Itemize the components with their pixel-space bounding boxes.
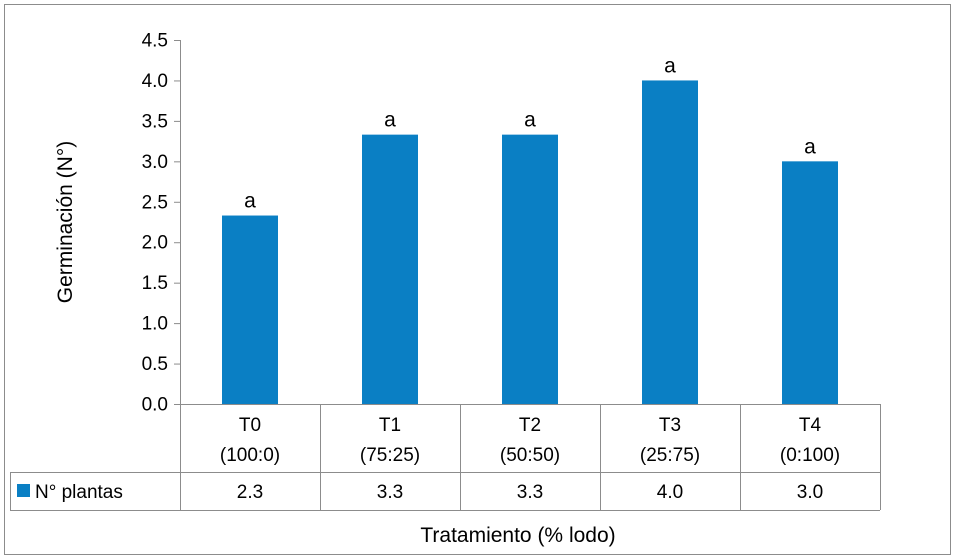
- table-value-cell: 3.3: [517, 482, 543, 503]
- legend-series-name: N° plantas: [35, 482, 123, 503]
- category-label-code: T3: [659, 415, 681, 436]
- table-value-cell: 2.3: [237, 482, 263, 503]
- y-tick-label: 3.0: [142, 152, 168, 173]
- significance-letter: a: [804, 135, 816, 158]
- significance-letter: a: [524, 109, 536, 132]
- category-label-code: T0: [239, 415, 261, 436]
- significance-letters: a a a a a: [244, 54, 816, 212]
- table-value-cell: 4.0: [657, 482, 683, 503]
- y-tick-label: 2.5: [142, 192, 168, 213]
- table-value-cell: 3.0: [797, 482, 823, 503]
- bars: [222, 80, 838, 404]
- significance-letter: a: [384, 109, 396, 132]
- category-label-ratio: (100:0): [220, 445, 280, 466]
- bar: [222, 215, 278, 404]
- category-label-code: T1: [379, 415, 401, 436]
- category-label-code: T2: [519, 415, 541, 436]
- bar: [362, 134, 418, 404]
- y-axis-title: Germinación (N°): [54, 141, 77, 303]
- y-tick-label: 4.0: [142, 71, 168, 92]
- y-tick-label: 1.0: [142, 314, 168, 335]
- y-tick-label: 2.0: [142, 233, 168, 254]
- bar: [782, 161, 838, 404]
- y-tick-label: 3.5: [142, 111, 168, 132]
- y-tick-label: 4.5: [142, 31, 168, 52]
- y-tick-label: 0.0: [142, 395, 168, 416]
- y-tick-label: 0.5: [142, 354, 168, 375]
- category-label-ratio: (50:50): [500, 445, 560, 466]
- x-axis-title: Tratamiento (% lodo): [420, 524, 615, 547]
- category-label-code: T4: [799, 415, 822, 436]
- significance-letter: a: [664, 54, 676, 77]
- significance-letter: a: [244, 190, 256, 213]
- bar: [502, 134, 558, 404]
- legend-swatch: [17, 484, 30, 497]
- category-label-ratio: (25:75): [640, 445, 700, 466]
- table-value-cell: 3.3: [377, 482, 403, 503]
- x-axis: T0 (100:0) T1 (75:25) T2 (50:50) T3 (25:75) T4 (0…: [180, 404, 881, 510]
- y-tick-label: 1.5: [142, 273, 168, 294]
- category-label-ratio: (75:25): [360, 445, 420, 466]
- y-axis: 0.0 0.5 1.0 1.5 2.0 2.5 3.0 3.5 4.0 4.5: [142, 31, 181, 416]
- category-label-ratio: (0:100): [780, 445, 840, 466]
- data-table: N° plantas 2.3 3.3 3.3 4.0 3.0: [10, 472, 880, 511]
- bar: [642, 80, 698, 404]
